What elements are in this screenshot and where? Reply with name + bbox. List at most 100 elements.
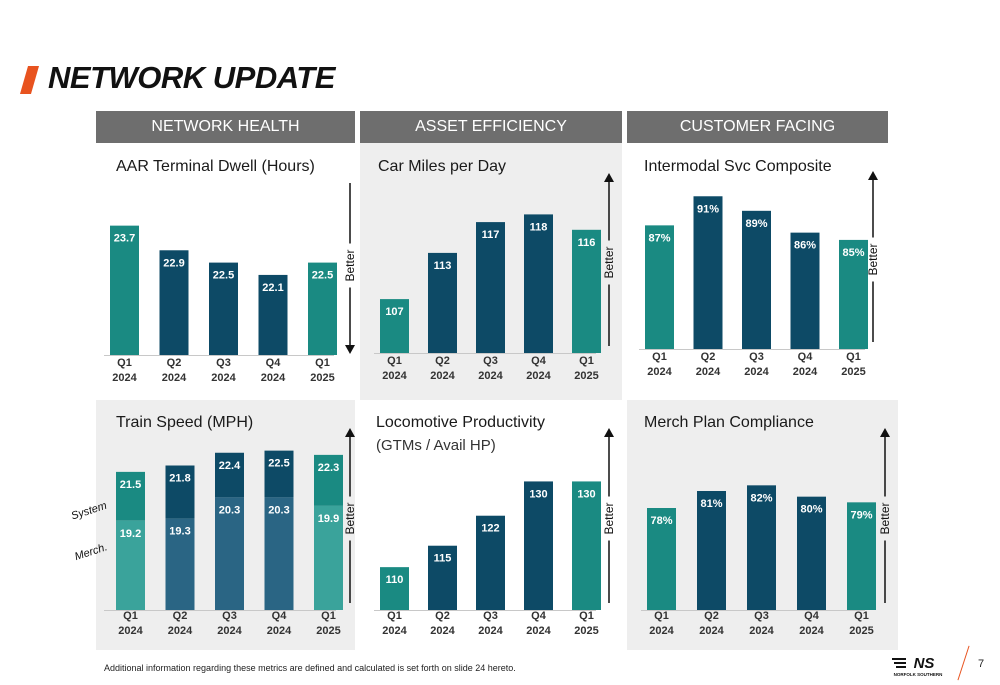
data-label: 117 [482,229,500,241]
category-label: 2025 [849,625,873,637]
data-label-merch: 19.3 [169,526,190,538]
bar-system [215,452,244,498]
category-label: Q2 [173,610,188,622]
chart-title: Intermodal Svc Composite [644,158,832,175]
bar [790,232,820,349]
bar [159,250,189,355]
data-label: 23.7 [114,233,135,245]
category-label: 2024 [799,625,824,637]
category-label: 2024 [649,625,674,637]
chart-svg: 21.5 19.2 Q1 2024 21.8 19.3 Q2 2024 22.4 20.3 Q3 20… [104,428,357,637]
bar-merch [116,520,145,610]
better-label: Better [602,502,616,534]
category-label: 2024 [696,366,721,378]
better-arrow-up-icon [345,428,355,437]
chart-svg: 110 Q1 2024 115 Q2 2024 122 Q3 2024 130 Q4 2024 130 Q… [374,428,616,637]
bar [747,485,776,610]
logo-speed-line [892,658,906,660]
category-label: Q4 [531,355,547,367]
norfolk-southern-logo: NS NORFOLK SOUTHERN [892,655,942,677]
category-label: 2024 [647,366,672,378]
bar [647,508,676,610]
data-label: 122 [481,523,499,535]
bar [308,262,337,355]
bar [645,225,674,349]
category-label: Q1 [654,610,669,622]
data-label-system: 22.5 [268,458,289,470]
data-label: 81% [700,498,722,510]
bar [847,502,876,610]
data-label: 78% [650,515,672,527]
category-label: Q4 [804,610,820,622]
data-label: 130 [577,488,595,500]
category-label: 2025 [316,625,340,637]
data-label: 22.1 [262,282,283,294]
bar [476,222,505,353]
category-label: 2024 [217,625,242,637]
category-label: 2024 [211,372,236,384]
data-label: 22.5 [312,270,333,282]
page-divider [957,645,970,681]
better-label: Better [602,246,616,278]
data-label: 87% [648,232,670,244]
chart-svg: 107 Q1 2024 113 Q2 2024 117 Q3 2024 118 Q4 2024 116 Q… [374,173,616,382]
bar [572,481,601,610]
bar-system [264,450,294,498]
data-label-merch: 19.2 [120,528,141,540]
category-label: 2024 [430,625,455,637]
category-label: Q3 [754,610,769,622]
category-label: 2024 [382,625,407,637]
bar [476,515,505,610]
category-label: 2024 [793,366,818,378]
bar-merch [314,505,343,610]
category-label: Q3 [483,610,498,622]
data-label: 116 [578,237,596,249]
category-label: Q4 [272,610,288,622]
category-label: 2024 [749,625,774,637]
better-label: Better [343,249,357,281]
logo-speed-line [896,666,906,668]
category-label: 2024 [168,625,193,637]
chart-subtitle: (GTMs / Avail HP) [376,437,496,454]
data-label: 22.5 [213,270,234,282]
bar [572,229,601,353]
category-label: Q3 [222,610,237,622]
chart-panel-terminal-dwell: AAR Terminal Dwell (Hours) 23.7 Q1 2024 22.… [96,143,357,400]
data-label: 22.9 [163,257,184,269]
category-label: Q1 [117,357,132,369]
chart-title: Car Miles per Day [378,158,507,175]
data-label: 85% [842,247,864,259]
better-label: Better [343,502,357,534]
chart-svg: 87% Q1 2024 91% Q2 2024 89% Q3 2024 86% Q4 2024 85% Q… [639,171,880,378]
better-arrow-up-icon [880,428,890,437]
data-label-system: 22.4 [219,460,241,472]
better-label: Better [878,502,892,534]
category-label: Q4 [266,357,282,369]
data-label-system: 21.5 [120,479,141,491]
category-label: 2024 [430,370,455,382]
data-label: 110 [386,574,404,586]
category-label: 2024 [699,625,724,637]
data-label-merch: 20.3 [268,504,289,516]
category-label: Q3 [216,357,231,369]
chart-svg: 78% Q1 2024 81% Q2 2024 82% Q3 2024 80% Q4 2024 79% Q… [641,428,892,637]
bar [524,214,553,353]
category-label: Q1 [387,610,402,622]
bar [380,567,409,610]
section-header-asset-efficiency: ASSET EFFICIENCY [360,111,622,143]
category-label: Q1 [854,610,869,622]
bar [797,496,826,610]
bar-system [116,471,145,521]
category-label: Q2 [435,610,450,622]
data-label: 82% [750,492,772,504]
category-label: 2024 [526,625,551,637]
category-label: 2024 [382,370,407,382]
category-label: 2024 [261,372,286,384]
chart-panel-intermodal: Intermodal Svc Composite 87% Q1 2024 91% Q2 2… [627,143,888,400]
category-label: Q1 [387,355,402,367]
data-label: 113 [434,260,452,272]
bar [839,239,868,349]
bar [380,299,409,353]
better-arrow-up-icon [604,428,614,437]
better-arrow-up-icon [868,171,878,180]
